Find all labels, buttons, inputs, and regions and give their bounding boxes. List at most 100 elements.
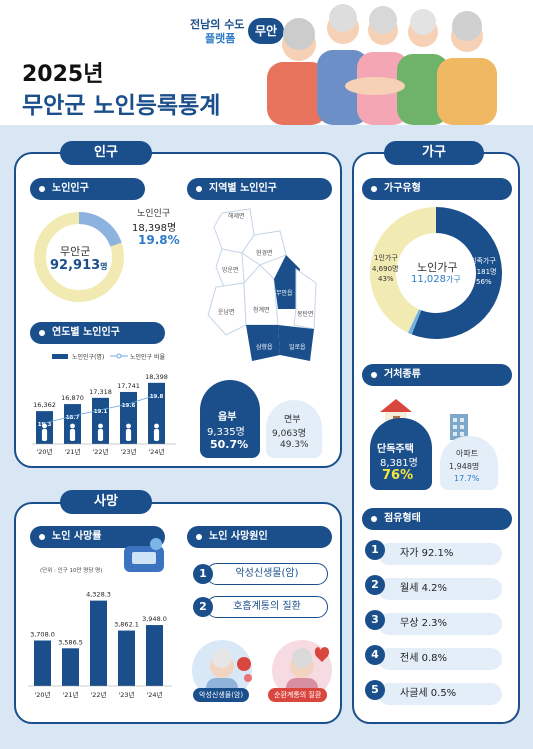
occupancy-text: 무상 2.3% [400,618,447,629]
elder-figure [437,11,497,125]
donut-center-unit: 명 [100,262,108,271]
map-region-cheonggye [243,264,279,326]
elder-figure [267,18,327,125]
single-household-label: 1인가구 [374,254,398,262]
death-rate-value-label: 3,862.1 [114,621,139,629]
map-region-mongtan [293,268,317,330]
occupancy-number: 4 [365,645,385,665]
population-year-label: '20년 [36,447,52,456]
regional-map [207,208,317,361]
map-region-muan-eup [274,255,300,309]
elder-pictogram-body [41,429,48,441]
house-stat-box [370,418,432,490]
elders-illustration [267,4,497,125]
legend-line-label: 노인인구 비율 [130,354,166,361]
death-rate-value-label: 3,586.5 [58,638,83,646]
legend-line-swatch [110,353,128,359]
death-rate-value-label: 3,708.0 [30,630,55,638]
legend-bar-swatch [52,354,68,359]
household-center-unit: 가구 [446,275,461,284]
myeon-stat-box [266,400,322,458]
map-region-illo-eup [278,325,314,361]
population-bar [92,397,109,444]
map-label-hyeongyeong: 현경면 [256,250,273,257]
eup-pct: 50.7% [210,438,249,451]
map-region-unnam [207,282,247,336]
elder-pictogram-head [98,423,103,429]
header: 전남의 수도 플랫폼 무안 2025년 무안군 노인등록통계 [0,0,533,125]
main-title: 무안군 노인등록통계 [22,93,221,119]
death-cause-text: 호흡계통의 질환 [233,601,301,612]
elderly-side-value: 18,398명 [132,223,177,234]
occupancy-number: 1 [365,540,385,560]
ratio-line [44,394,157,424]
death-cause-title: 노인 사망원인 [187,526,332,548]
household-center-value: 11,028 [411,274,446,285]
population-ratio-label: 19.8 [150,394,164,400]
map-label-mangun: 망운면 [222,267,239,274]
death-rate-bar [34,640,51,686]
elder-pictogram-head [154,423,159,429]
occupancy-item: 자가 92.1% [378,543,502,565]
occupancy-text: 자가 92.1% [400,548,454,559]
household-section-title: 가구 [384,141,484,165]
population-section-title: 인구 [60,141,152,165]
elder-pictogram-body [69,429,76,441]
population-value-label: 18,398 [145,373,168,381]
elderly-side-pct: 19.8% [138,233,180,247]
household-slice-other [407,309,422,335]
household-slice-family [411,207,502,339]
eup-value: 9,335명 [207,427,245,438]
single-household-pct: 43% [378,275,394,283]
death-cause-number: 2 [193,597,213,617]
occupancy-title: 점유형태 [362,508,512,530]
death-rate-bar [90,600,107,686]
apartment-label: 아파트 [456,449,479,458]
yearly-population-title: 연도별 노인인구 [30,322,165,344]
death-rate-year-label: '20년 [34,690,50,699]
household-type-title: 가구유형 [362,178,512,200]
apartment-icon [450,414,468,440]
elderly-population-title: 노인인구 [30,178,145,200]
cancer-badge: 악성신생물(암) [193,688,250,702]
occupancy-item: 월세 4.2% [378,578,502,600]
occupancy-item: 전세 0.8% [378,648,502,670]
single-household-value: 4,690명 [372,265,399,273]
brand-line2: 플랫폼 [205,32,236,45]
population-ratio-label: 19.6 [122,403,136,409]
occupancy-number: 3 [365,610,385,630]
population-value-label: 16,870 [61,394,84,402]
apartment-stat-box [440,436,498,490]
death-rate-bar [146,625,163,686]
yearly-population-chart: 16,36219.3'20년16,87018.7'21년17,31819.1'2… [32,373,176,456]
population-year-label: '22년 [92,447,108,456]
household-center-value-wrap: 11,028가구 [411,274,461,285]
donut-center-value: 92,913 [50,258,101,273]
death-cause-item: 호흡계통의 질환 [206,596,328,618]
population-ratio-label: 19.1 [94,409,108,415]
elder-pictogram-body [97,429,104,441]
elder-pictogram-body [153,429,160,441]
death-rate-value-label: 4,328.3 [86,591,111,599]
apartment-pct: 17.7% [454,474,480,483]
map-region-samhyang-eup [246,325,280,361]
population-year-label: '24년 [148,447,164,456]
elderly-donut [34,212,124,302]
map-label-mongtan: 몽탄면 [297,311,314,318]
occupancy-number: 5 [365,680,385,700]
death-rate-value-label: 3,948.0 [142,615,167,623]
occupancy-text: 사글세 0.5% [400,688,457,699]
death-rate-year-label: '24년 [146,690,162,699]
eup-label: 읍부 [218,412,237,423]
elder-pictogram-body [125,429,132,441]
population-value-label: 16,362 [33,401,56,409]
occupancy-number: 2 [365,575,385,595]
elder-pictogram-head [42,423,47,429]
death-rate-bar [118,630,135,686]
household-slice-single [370,207,436,333]
death-section-title: 사망 [60,490,152,514]
circulatory-badge: 순환계통의 질환 [268,688,328,702]
house-value: 8,381명 [380,458,418,469]
regional-population-title: 지역별 노인인구 [187,178,332,200]
household-center-label: 노인가구 [417,261,458,274]
